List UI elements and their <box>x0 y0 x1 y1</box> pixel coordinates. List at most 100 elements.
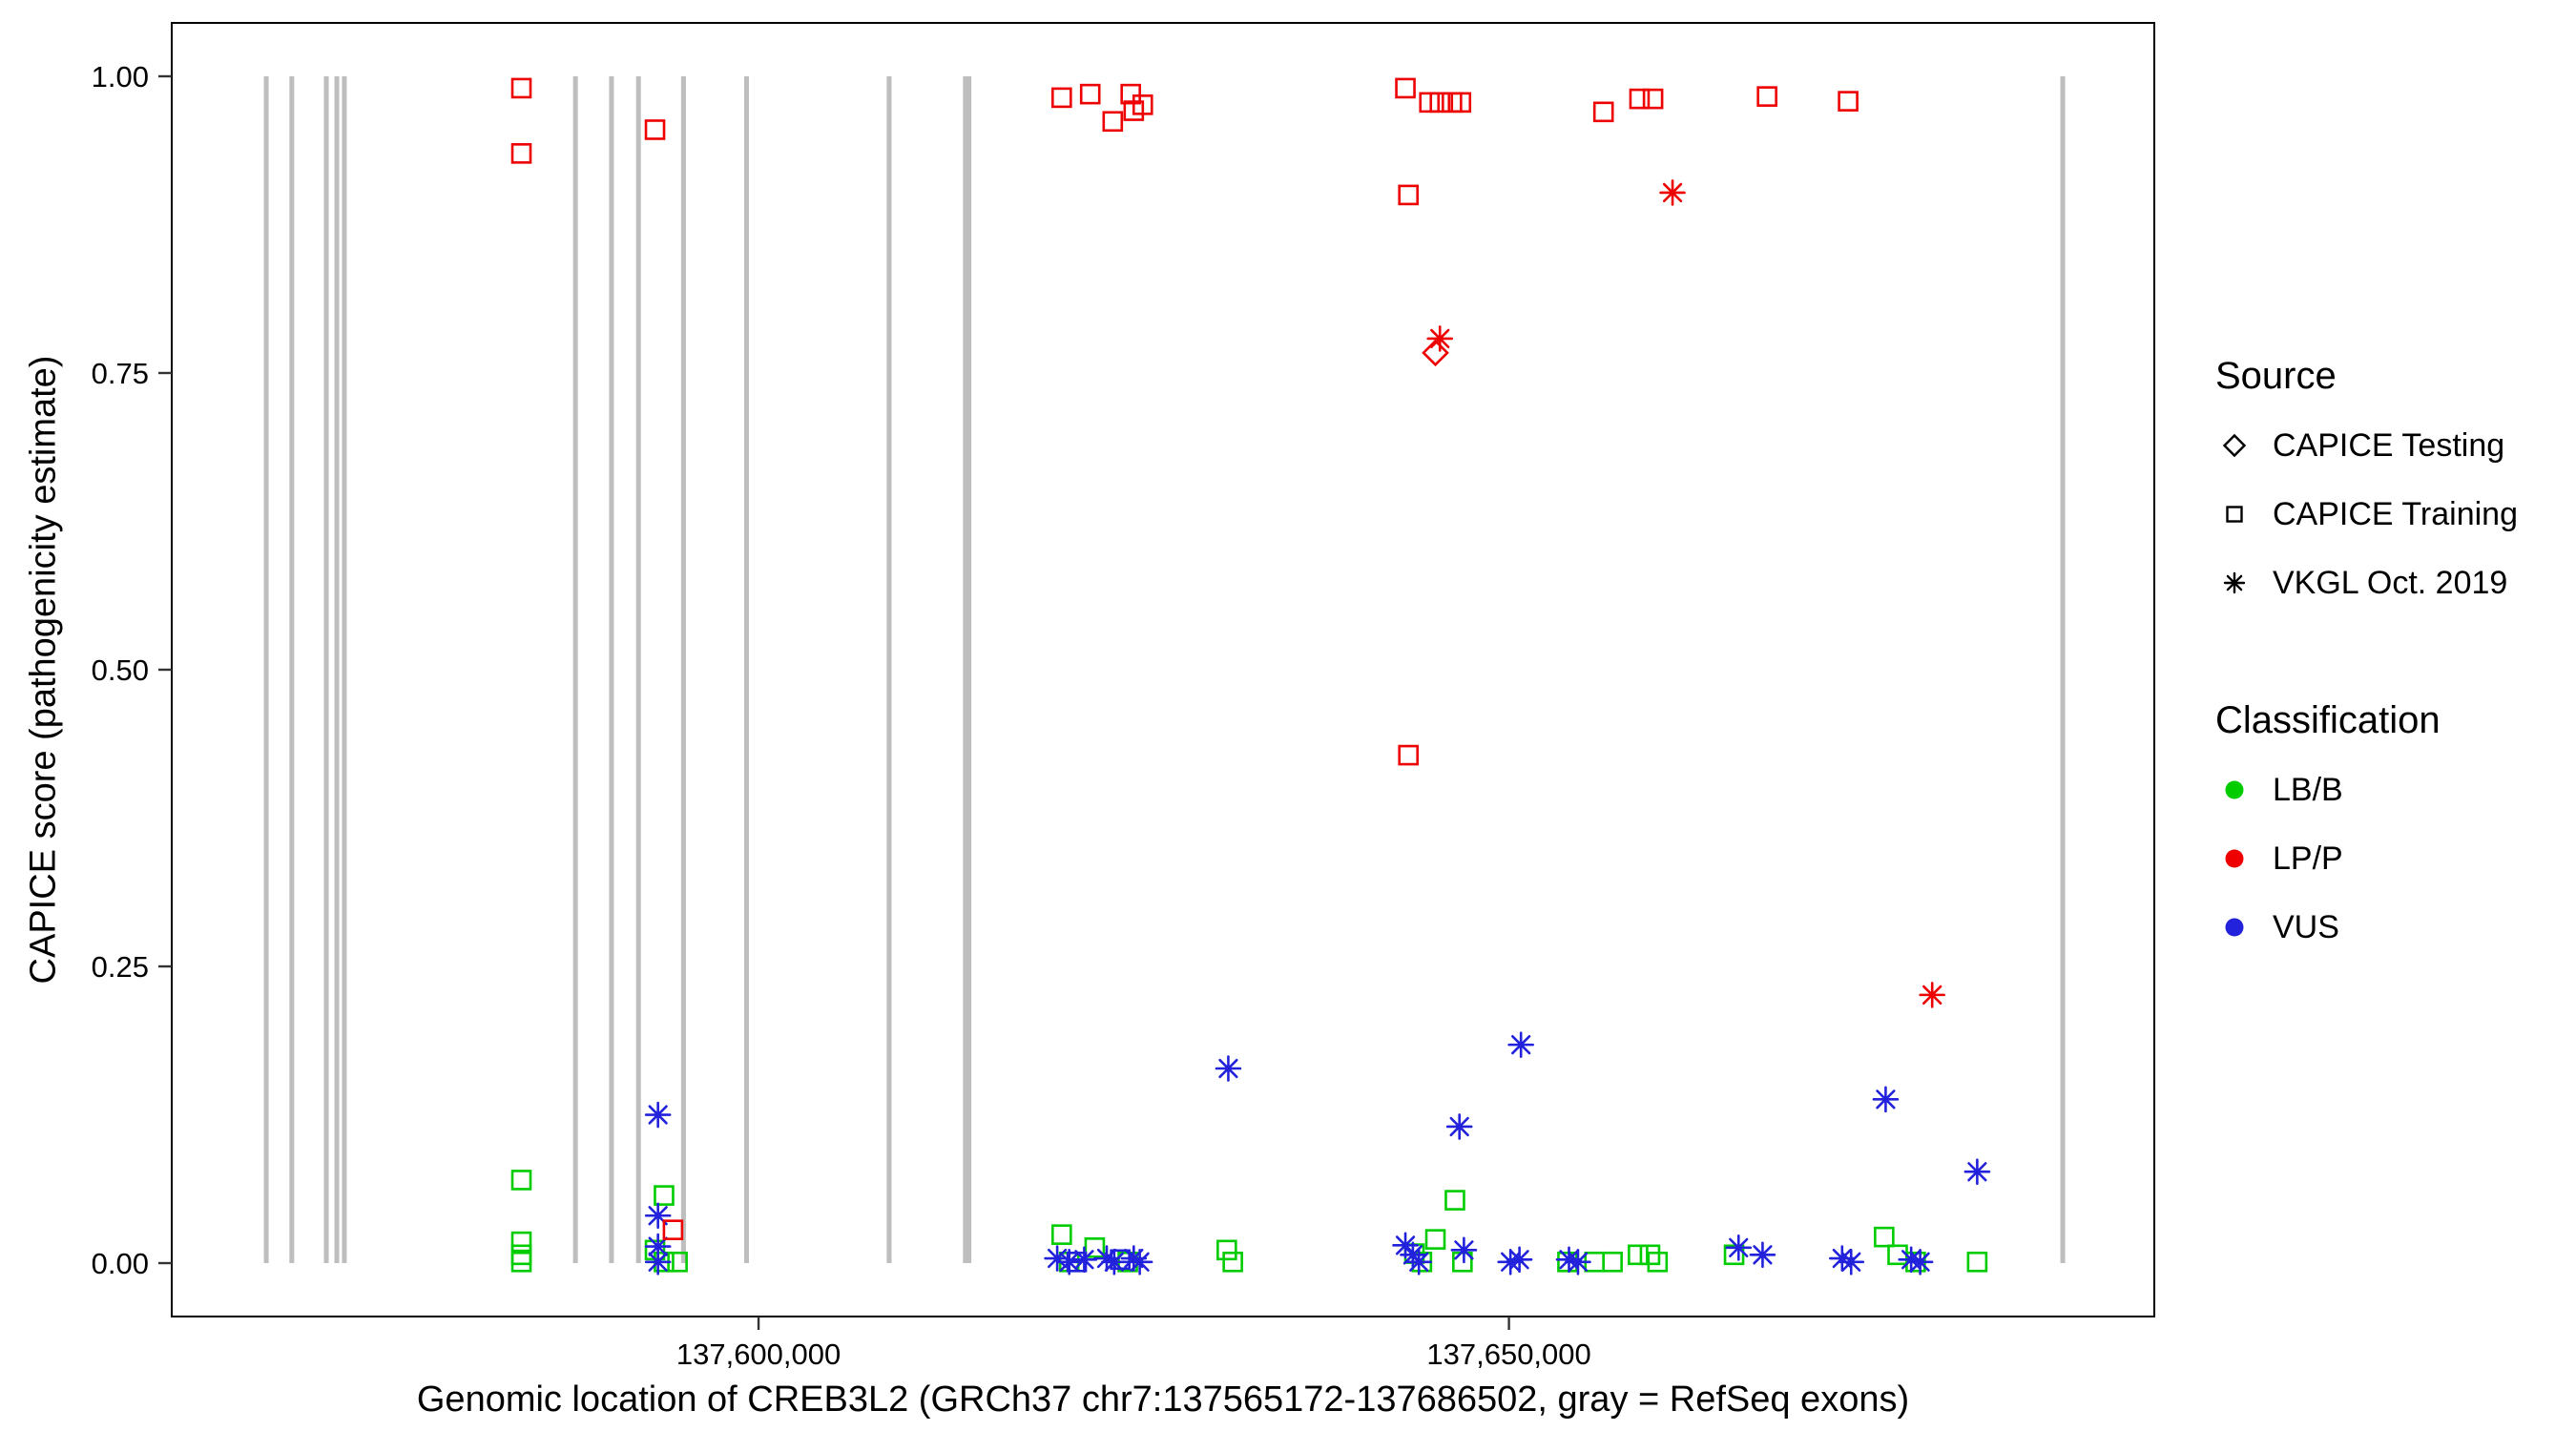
legend-source-title: Source <box>2215 355 2337 397</box>
exon-line <box>609 75 614 1264</box>
data-point-square <box>1887 1244 1908 1266</box>
data-point-square <box>1398 184 1419 206</box>
data-point-asterisk <box>1555 1246 1583 1274</box>
data-point-asterisk <box>1093 1245 1120 1272</box>
data-point-square <box>1723 1244 1745 1266</box>
data-point-asterisk <box>1919 982 1945 1008</box>
data-point-square <box>1647 1251 1669 1273</box>
legend-classification-title: Classification <box>2215 699 2441 741</box>
exon-line <box>334 75 340 1264</box>
exon-line <box>263 75 269 1264</box>
data-point-square <box>1395 77 1416 99</box>
data-point-asterisk <box>1506 1246 1533 1274</box>
data-point-square <box>1102 111 1124 133</box>
data-point-diamond <box>1422 339 1449 367</box>
data-point-asterisk <box>1963 1158 1991 1186</box>
x-axis-title: Genomic location of CREB3L2 (GRCh37 chr7… <box>416 1379 1910 1420</box>
data-point-asterisk <box>1445 1113 1473 1140</box>
exon-line <box>2060 75 2066 1264</box>
data-point-square <box>1874 1226 1895 1248</box>
data-point-square <box>1084 1237 1106 1258</box>
data-point-asterisk <box>1044 1245 1070 1272</box>
exon-line <box>680 75 686 1264</box>
legend-classification-section: Classification LB/B LP/P VUS <box>2215 699 2518 962</box>
data-point-square <box>662 1219 684 1240</box>
legend-item-vus: VUS <box>2215 893 2518 962</box>
data-point-asterisk <box>644 1233 672 1260</box>
data-point-asterisk <box>1507 1031 1534 1058</box>
y-tick-label: 0.00 <box>92 1247 149 1280</box>
y-tick-label: 0.50 <box>92 653 149 687</box>
legend: Source CAPICE Testing CAPICE Training VKGL… <box>2215 355 2518 962</box>
exon-line <box>886 75 892 1264</box>
y-tick-label: 0.25 <box>92 950 149 984</box>
data-point-square <box>1838 91 1859 112</box>
data-point-asterisk <box>1405 1248 1433 1275</box>
x-tick-label: 137,600,000 <box>676 1338 841 1371</box>
legend-item-label: CAPICE Training <box>2273 495 2518 532</box>
legend-item-label: VUS <box>2273 908 2339 945</box>
data-point-asterisk <box>1426 325 1454 352</box>
data-point-square <box>1444 1190 1465 1211</box>
data-point-square <box>510 143 532 164</box>
y-tick-label: 0.75 <box>92 357 149 390</box>
asterisk-icon <box>2223 571 2246 594</box>
data-point-square <box>1639 1244 1661 1266</box>
x-tick-label: 137,650,000 <box>1426 1338 1590 1371</box>
data-point-square <box>510 1231 532 1253</box>
data-point-asterisk <box>1829 1245 1856 1272</box>
data-point-square <box>1222 1251 1243 1273</box>
data-point-asterisk <box>1126 1248 1153 1275</box>
legend-item-capice-training: CAPICE Training <box>2215 480 2518 549</box>
data-point-asterisk <box>1565 1248 1591 1275</box>
legend-item-capice-testing: CAPICE Testing <box>2215 411 2518 480</box>
classification-dot-icon <box>2225 780 2244 799</box>
data-point-square <box>1424 1229 1446 1250</box>
legend-source-section: Source CAPICE Testing CAPICE Training VKGL… <box>2215 355 2518 617</box>
data-point-asterisk <box>1725 1234 1753 1261</box>
data-point-asterisk <box>1101 1248 1128 1275</box>
data-point-square <box>1051 1224 1072 1245</box>
data-point-square <box>510 77 532 99</box>
panel-border <box>171 22 2155 1317</box>
classification-dot-icon <box>2225 918 2244 937</box>
data-point-square <box>1120 83 1141 105</box>
data-point-square <box>1419 92 1441 114</box>
data-point-asterisk <box>1450 1236 1478 1264</box>
data-point-square <box>1429 92 1451 114</box>
legend-item-label: LP/P <box>2273 840 2343 877</box>
data-point-square <box>1398 744 1419 766</box>
data-point-square <box>1132 94 1153 115</box>
data-point-square <box>644 119 666 140</box>
legend-classification-items: LB/B LP/P VUS <box>2215 756 2518 962</box>
data-point-asterisk <box>1392 1232 1419 1259</box>
data-point-asterisk <box>1055 1248 1083 1275</box>
legend-item-vkgl-oct-2019: VKGL Oct. 2019 <box>2215 549 2518 617</box>
y-axis-title: CAPICE score (pathogenicity estimate) <box>23 355 64 985</box>
data-point-asterisk <box>1215 1055 1242 1082</box>
square-icon <box>2226 506 2243 523</box>
data-point-asterisk <box>1749 1241 1776 1269</box>
data-point-square <box>510 1244 532 1266</box>
data-point-asterisk <box>1906 1248 1934 1275</box>
exon-line <box>963 75 972 1264</box>
legend-item-lb-b: LB/B <box>2215 756 2518 824</box>
classification-dot-icon <box>2225 849 2244 868</box>
exon-line <box>743 75 749 1264</box>
data-point-square <box>1629 88 1651 110</box>
data-point-square <box>1592 101 1614 123</box>
data-point-asterisk <box>1872 1086 1900 1113</box>
data-point-square <box>1642 88 1664 110</box>
data-point-asterisk <box>1070 1246 1098 1274</box>
legend-item-label: LB/B <box>2273 771 2343 808</box>
legend-item-label: CAPICE Testing <box>2273 426 2505 464</box>
data-point-square <box>654 1185 675 1206</box>
legend-item-label: VKGL Oct. 2019 <box>2273 564 2508 601</box>
data-point-asterisk <box>644 1248 672 1275</box>
diamond-icon <box>2222 433 2247 458</box>
data-point-asterisk <box>1120 1245 1148 1272</box>
exon-line <box>572 75 578 1264</box>
data-point-square <box>510 1170 532 1191</box>
data-point-asterisk <box>1497 1248 1524 1275</box>
